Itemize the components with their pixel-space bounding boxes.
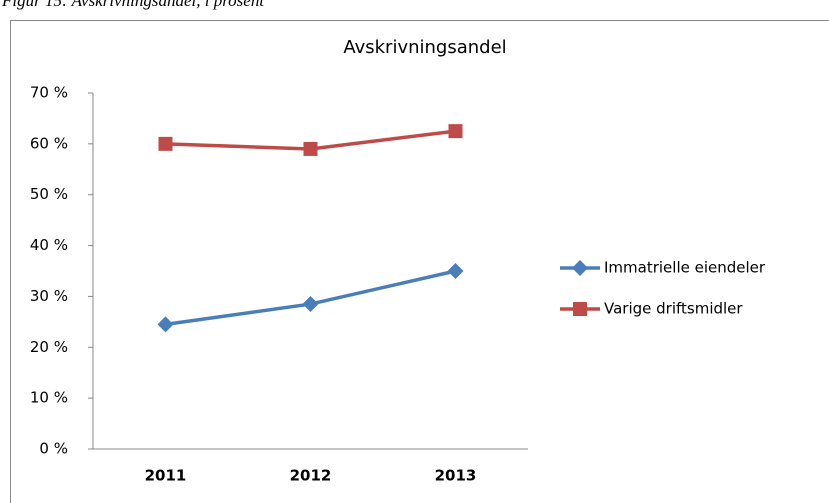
legend-label: Varige driftsmidler: [604, 300, 743, 318]
y-tick-label: 30 %: [30, 287, 68, 305]
data-point: [447, 263, 464, 279]
data-point: [158, 136, 173, 151]
data-point: [448, 124, 463, 139]
x-tick-label: 2012: [290, 467, 332, 485]
figure-caption: Figur 15: Avskrivningsandel, i prosent: [1, 0, 265, 10]
y-tick-label: 40 %: [30, 236, 68, 254]
y-tick-label: 50 %: [30, 185, 68, 203]
legend-marker: [572, 260, 588, 276]
data-point: [157, 316, 174, 333]
y-tick-label: 70 %: [30, 84, 68, 102]
x-tick-label: 2013: [435, 467, 477, 485]
chart-title: Avskrivningsandel: [343, 37, 506, 58]
y-tick-label: 0 %: [39, 440, 68, 458]
data-point: [303, 141, 318, 156]
x-tick-label: 2011: [145, 467, 187, 485]
legend-marker: [573, 302, 587, 316]
y-tick-label: 20 %: [30, 338, 68, 356]
data-point: [302, 296, 319, 313]
legend-label: Immatrielle eiendeler: [604, 259, 766, 277]
y-tick-label: 60 %: [30, 134, 68, 152]
y-tick-label: 10 %: [30, 389, 68, 407]
chart-frame: [10, 20, 829, 503]
